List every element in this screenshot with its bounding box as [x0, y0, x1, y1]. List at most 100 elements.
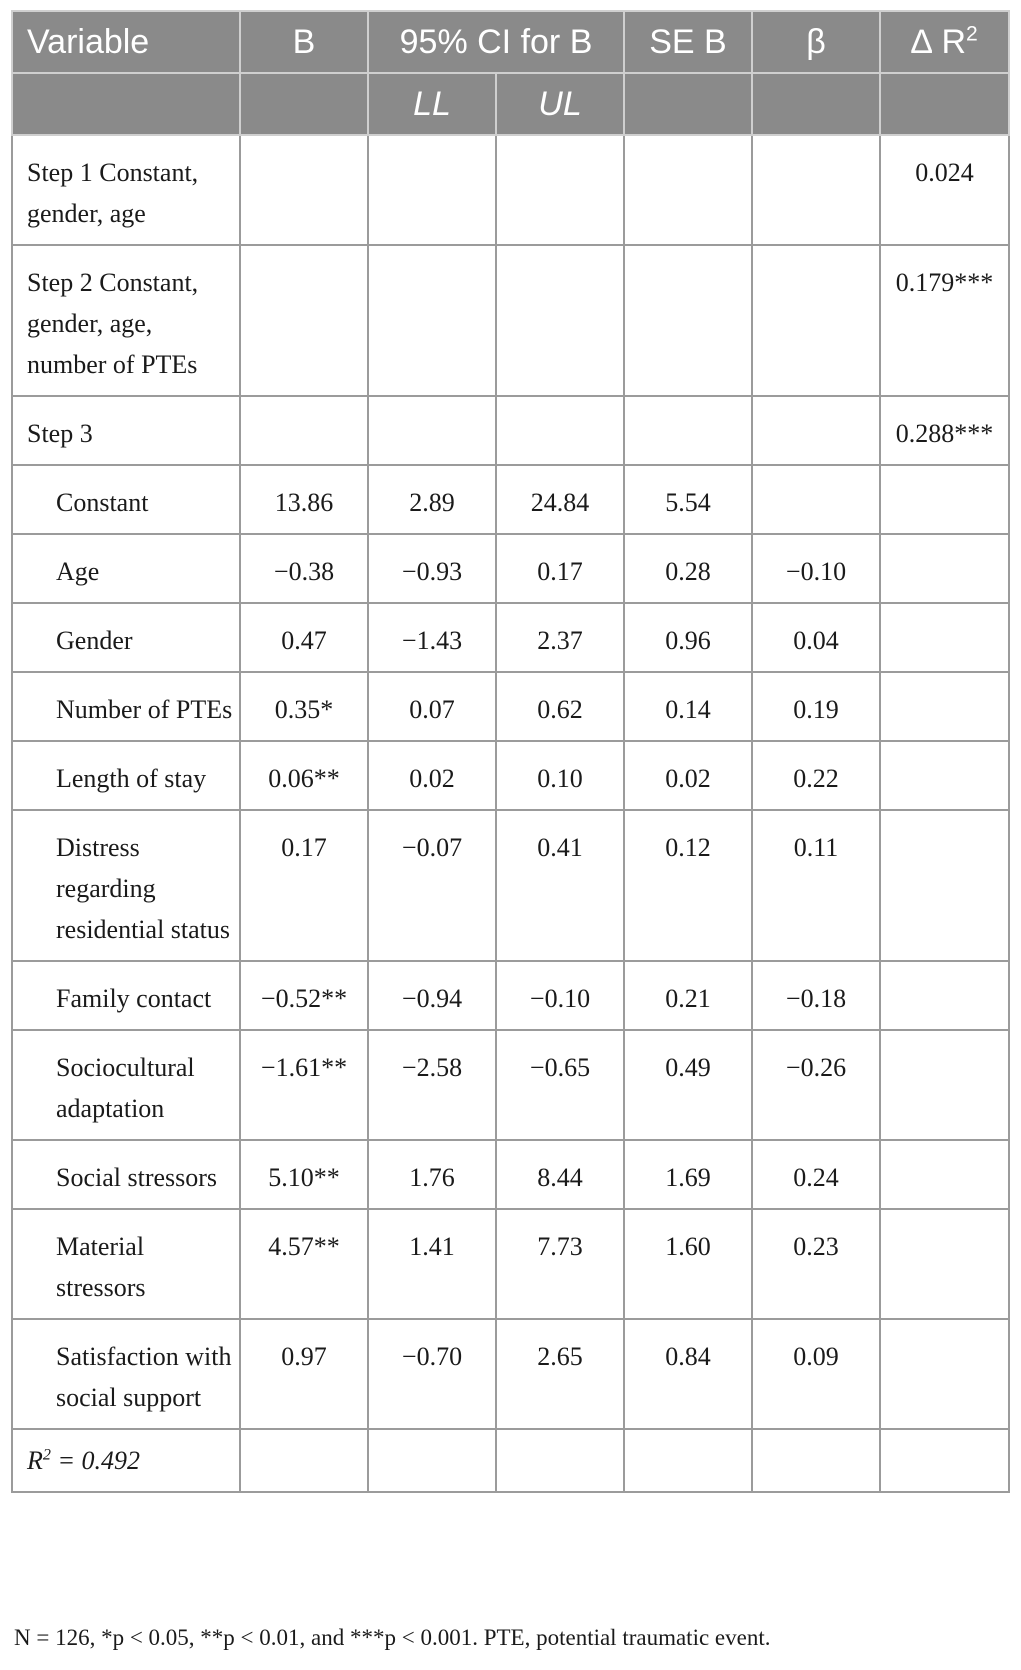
cell-ul: 2.37: [495, 602, 625, 673]
cell-se-b: 1.69: [623, 1139, 753, 1210]
r2-empty-cell: [879, 1428, 1010, 1493]
cell-delta-r2: [879, 960, 1010, 1031]
cell-b: 5.10**: [239, 1139, 369, 1210]
header-ci: 95% CI for B: [367, 10, 625, 74]
table-row: Number of PTEs 0.35* 0.07 0.62 0.14 0.19: [11, 671, 1010, 742]
cell-se-b: 0.84: [623, 1318, 753, 1430]
table-row: Length of stay 0.06** 0.02 0.10 0.02 0.22: [11, 740, 1010, 811]
cell-b: [239, 395, 369, 466]
header-sub-empty: [879, 72, 1010, 136]
cell-ll: [367, 134, 497, 246]
r2-cell: R2 = 0.492: [11, 1428, 241, 1493]
cell-delta-r2: [879, 671, 1010, 742]
cell-se-b: [623, 134, 753, 246]
cell-variable: Step 3: [11, 395, 241, 466]
cell-beta: 0.23: [751, 1208, 881, 1320]
cell-delta-r2: [879, 740, 1010, 811]
cell-delta-r2: [879, 602, 1010, 673]
header-sub-empty: [623, 72, 753, 136]
r2-empty-cell: [239, 1428, 369, 1493]
header-variable: Variable: [11, 10, 241, 74]
cell-delta-r2: [879, 1029, 1010, 1141]
cell-variable: Gender: [11, 602, 241, 673]
cell-ll: 1.41: [367, 1208, 497, 1320]
cell-beta: [751, 395, 881, 466]
table-body: Step 1 Constant, gender, age 0.024 Step 2 …: [11, 134, 1010, 1430]
cell-ll: −0.70: [367, 1318, 497, 1430]
cell-ul: [495, 134, 625, 246]
cell-b: 0.06**: [239, 740, 369, 811]
cell-variable: Family contact: [11, 960, 241, 1031]
cell-ll: −0.93: [367, 533, 497, 604]
table-foot: R2 = 0.492: [11, 1428, 1010, 1493]
r2-sup: 2: [42, 1446, 51, 1464]
header-delta-r2: ∆ R2: [879, 10, 1010, 74]
cell-delta-r2: [879, 533, 1010, 604]
cell-b: [239, 134, 369, 246]
cell-variable: Step 1 Constant, gender, age: [11, 134, 241, 246]
cell-se-b: 0.49: [623, 1029, 753, 1141]
header-delta-r2-base: ∆ R: [911, 22, 967, 61]
cell-se-b: 0.21: [623, 960, 753, 1031]
cell-delta-r2: [879, 1208, 1010, 1320]
cell-variable: Age: [11, 533, 241, 604]
table-row: Sociocultural adaptation −1.61** −2.58 −0.6…: [11, 1029, 1010, 1141]
cell-ll: 1.76: [367, 1139, 497, 1210]
cell-delta-r2: 0.024: [879, 134, 1010, 246]
cell-ul: −0.65: [495, 1029, 625, 1141]
cell-ul: 0.10: [495, 740, 625, 811]
header-row-sub: LL UL: [11, 72, 1010, 136]
cell-ul: 2.65: [495, 1318, 625, 1430]
cell-delta-r2: 0.179***: [879, 244, 1010, 397]
cell-se-b: 0.96: [623, 602, 753, 673]
cell-beta: [751, 244, 881, 397]
table-row: Age −0.38 −0.93 0.17 0.28 −0.10: [11, 533, 1010, 604]
cell-beta: [751, 134, 881, 246]
header-delta-r2-sup: 2: [966, 22, 978, 46]
table-row: Step 2 Constant, gender, age, number of …: [11, 244, 1010, 397]
r2-rest: = 0.492: [50, 1446, 140, 1475]
cell-ul: [495, 395, 625, 466]
cell-b: 0.17: [239, 809, 369, 962]
cell-ll: [367, 395, 497, 466]
header-beta: β: [751, 10, 881, 74]
cell-ll: −0.07: [367, 809, 497, 962]
regression-table: Variable B 95% CI for B SE B β ∆ R2 LL U…: [11, 10, 1010, 1493]
cell-se-b: 0.14: [623, 671, 753, 742]
r2-empty-cell: [495, 1428, 625, 1493]
cell-beta: −0.26: [751, 1029, 881, 1141]
cell-ul: 7.73: [495, 1208, 625, 1320]
r2-empty-cell: [367, 1428, 497, 1493]
header-b: B: [239, 10, 369, 74]
table-footnote: N = 126, *p < 0.05, **p < 0.01, and ***p…: [14, 1625, 771, 1650]
r2-empty-cell: [623, 1428, 753, 1493]
cell-ul: −0.10: [495, 960, 625, 1031]
cell-ul: 0.17: [495, 533, 625, 604]
cell-ll: −1.43: [367, 602, 497, 673]
r2-row: R2 = 0.492: [11, 1428, 1010, 1493]
header-ul: UL: [495, 72, 625, 136]
cell-b: [239, 244, 369, 397]
cell-ll: 0.02: [367, 740, 497, 811]
cell-ul: [495, 244, 625, 397]
cell-se-b: 1.60: [623, 1208, 753, 1320]
cell-variable: Distress regarding residential status: [11, 809, 241, 962]
table-row: Social stressors 5.10** 1.76 8.44 1.69 0.24: [11, 1139, 1010, 1210]
cell-se-b: [623, 244, 753, 397]
table-row: Family contact −0.52** −0.94 −0.10 0.21 −0.18: [11, 960, 1010, 1031]
cell-b: −0.52**: [239, 960, 369, 1031]
table-row: Distress regarding residential status 0.1…: [11, 809, 1010, 962]
table-row: Gender 0.47 −1.43 2.37 0.96 0.04: [11, 602, 1010, 673]
cell-se-b: 0.12: [623, 809, 753, 962]
r2-base: R: [27, 1446, 43, 1475]
table-row: Step 3 0.288***: [11, 395, 1010, 466]
cell-ll: 2.89: [367, 464, 497, 535]
header-row-top: Variable B 95% CI for B SE B β ∆ R2: [11, 10, 1010, 74]
table-row: Material stressors 4.57** 1.41 7.73 1.60 0.23: [11, 1208, 1010, 1320]
table-header: Variable B 95% CI for B SE B β ∆ R2 LL U…: [11, 10, 1010, 136]
cell-b: 0.47: [239, 602, 369, 673]
cell-beta: 0.11: [751, 809, 881, 962]
cell-beta: 0.22: [751, 740, 881, 811]
cell-ll: −0.94: [367, 960, 497, 1031]
r2-empty-cell: [751, 1428, 881, 1493]
